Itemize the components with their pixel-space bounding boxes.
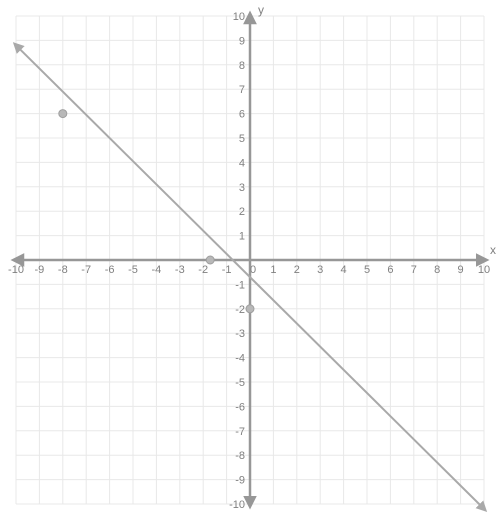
x-tick-label: 9 [458, 264, 464, 276]
x-tick-label: 7 [411, 264, 417, 276]
y-tick-label: -3 [235, 328, 245, 340]
plotted-point [59, 110, 67, 118]
x-tick-label: -10 [8, 264, 24, 276]
y-tick-label: -9 [235, 475, 245, 487]
coordinate-plane-chart: -10-9-8-7-6-5-4-3-2-1012345678910-10-9-8… [0, 0, 500, 518]
x-tick-label: -9 [35, 264, 45, 276]
x-tick-label: 10 [478, 264, 490, 276]
y-tick-label: -2 [235, 304, 245, 316]
y-tick-label: 1 [239, 231, 245, 243]
y-tick-label: 3 [239, 182, 245, 194]
y-tick-label: 9 [239, 35, 245, 47]
x-tick-label: 2 [294, 264, 300, 276]
x-tick-label: -7 [81, 264, 91, 276]
y-tick-label: 7 [239, 84, 245, 96]
x-tick-label: -4 [152, 264, 162, 276]
x-tick-label: -5 [128, 264, 138, 276]
x-tick-label: -3 [175, 264, 185, 276]
y-tick-label: 4 [239, 157, 245, 169]
x-tick-label: -2 [198, 264, 208, 276]
x-tick-label: 1 [270, 264, 276, 276]
y-tick-label: 6 [239, 109, 245, 121]
x-tick-label: 6 [387, 264, 393, 276]
y-tick-label: -1 [235, 279, 245, 291]
x-tick-label: -1 [222, 264, 232, 276]
y-axis-label: y [258, 3, 264, 17]
x-tick-label: 3 [317, 264, 323, 276]
y-tick-label: -10 [229, 499, 245, 511]
y-tick-label: -6 [235, 401, 245, 413]
x-tick-label: -8 [58, 264, 68, 276]
x-tick-label: -6 [105, 264, 115, 276]
plotted-point [206, 256, 214, 264]
x-tick-label: 0 [250, 264, 256, 276]
x-tick-label: 8 [434, 264, 440, 276]
x-axis-label: x [490, 243, 496, 257]
y-tick-label: 5 [239, 133, 245, 145]
coordinate-plane-svg: -10-9-8-7-6-5-4-3-2-1012345678910-10-9-8… [0, 0, 500, 518]
y-tick-label: 2 [239, 206, 245, 218]
x-tick-label: 4 [341, 264, 347, 276]
y-tick-label: 8 [239, 60, 245, 72]
y-tick-label: -8 [235, 450, 245, 462]
y-tick-label: -5 [235, 377, 245, 389]
y-tick-label: -7 [235, 426, 245, 438]
y-tick-label: 10 [233, 11, 245, 23]
x-tick-label: 5 [364, 264, 370, 276]
plotted-point [246, 305, 254, 313]
y-tick-label: -4 [235, 353, 245, 365]
